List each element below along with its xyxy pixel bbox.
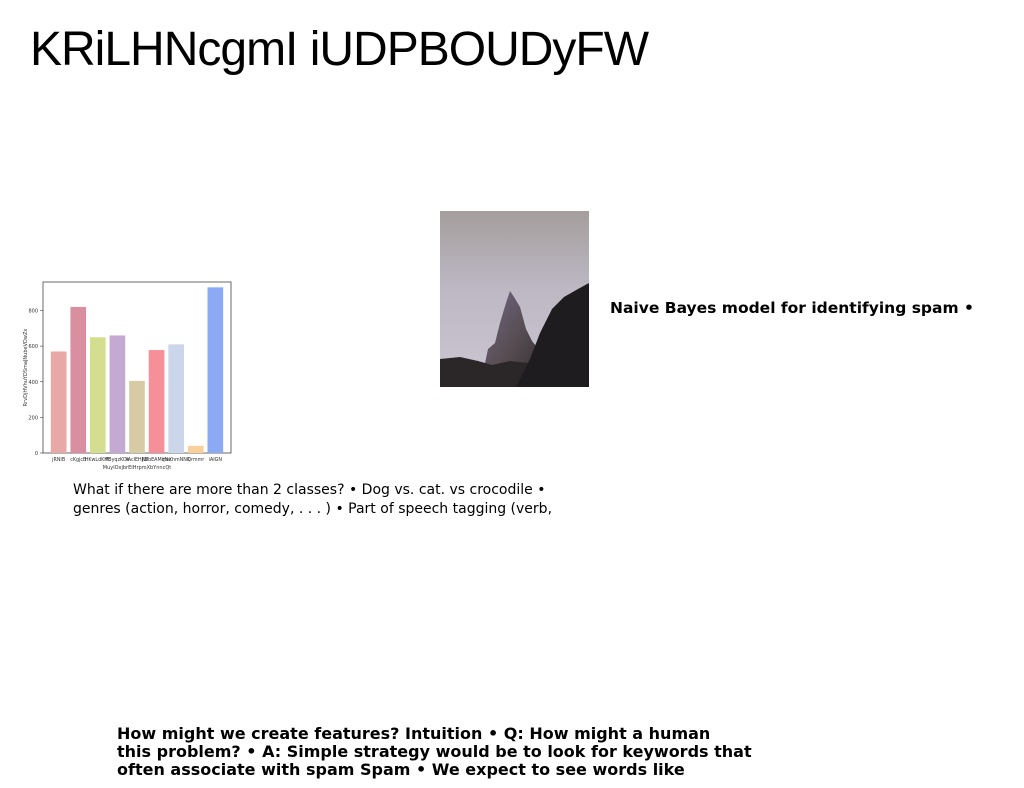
- y-axis-label: RrvDjHVhuYDSmaJNubeVDwZx: [23, 329, 29, 407]
- spam-caption: Naive Bayes model for identifying spam •: [610, 299, 974, 317]
- classes-line: genres (action, horror, comedy, . . . ) …: [73, 501, 553, 517]
- y-tick-label: 400: [28, 380, 38, 386]
- classes-line: What if there are more than 2 classes? •…: [73, 482, 546, 498]
- x-tick-label: tAcIEHKB: [126, 457, 148, 463]
- y-tick-label: 200: [28, 415, 38, 421]
- y-tick-label: 600: [28, 344, 38, 350]
- slide-title: KRiLHNcgmI iUDPBOUDyFW: [30, 23, 649, 76]
- x-tick-label: PByqzKOk: [105, 457, 129, 463]
- x-tick-label: iAIGN: [209, 457, 223, 463]
- bar: [148, 350, 165, 453]
- bar: [90, 337, 106, 453]
- y-tick-label: 0: [35, 451, 38, 457]
- mountain-photo: [440, 211, 589, 387]
- x-tick-label: Qrmmr: [187, 457, 204, 463]
- y-tick-label: 800: [28, 309, 38, 315]
- features-line: this problem? • A: Simple strategy would…: [117, 742, 752, 761]
- bar: [129, 380, 145, 453]
- x-tick-label: cKgjcB: [70, 457, 86, 463]
- x-axis-label: MuylOxjbrEIHrpmXbYnncQt: [103, 465, 172, 471]
- x-tick-label: HxXhmNNK: [162, 457, 191, 463]
- x-tick-label: HKwLdKHE: [85, 457, 111, 463]
- bar: [70, 306, 87, 453]
- bar: [50, 351, 67, 453]
- bar: [168, 344, 184, 453]
- features-line: often associate with spam Spam • We expe…: [117, 760, 685, 779]
- bar: [109, 335, 126, 453]
- bar: [187, 445, 204, 453]
- features-line: How might we create features? Intuition …: [117, 724, 711, 743]
- bar: [207, 287, 224, 453]
- classes-paragraph: What if there are more than 2 classes? •…: [73, 481, 573, 519]
- features-paragraph: How might we create features? Intuition …: [117, 725, 777, 779]
- x-tick-label: JWbEAMqNe: [141, 457, 171, 463]
- bar-chart: 0 200 400 600 800 jRNIB cKgjcBHKwLdKHEPByqzKOk…: [23, 281, 232, 471]
- x-tick-label: jRNIB: [51, 457, 65, 463]
